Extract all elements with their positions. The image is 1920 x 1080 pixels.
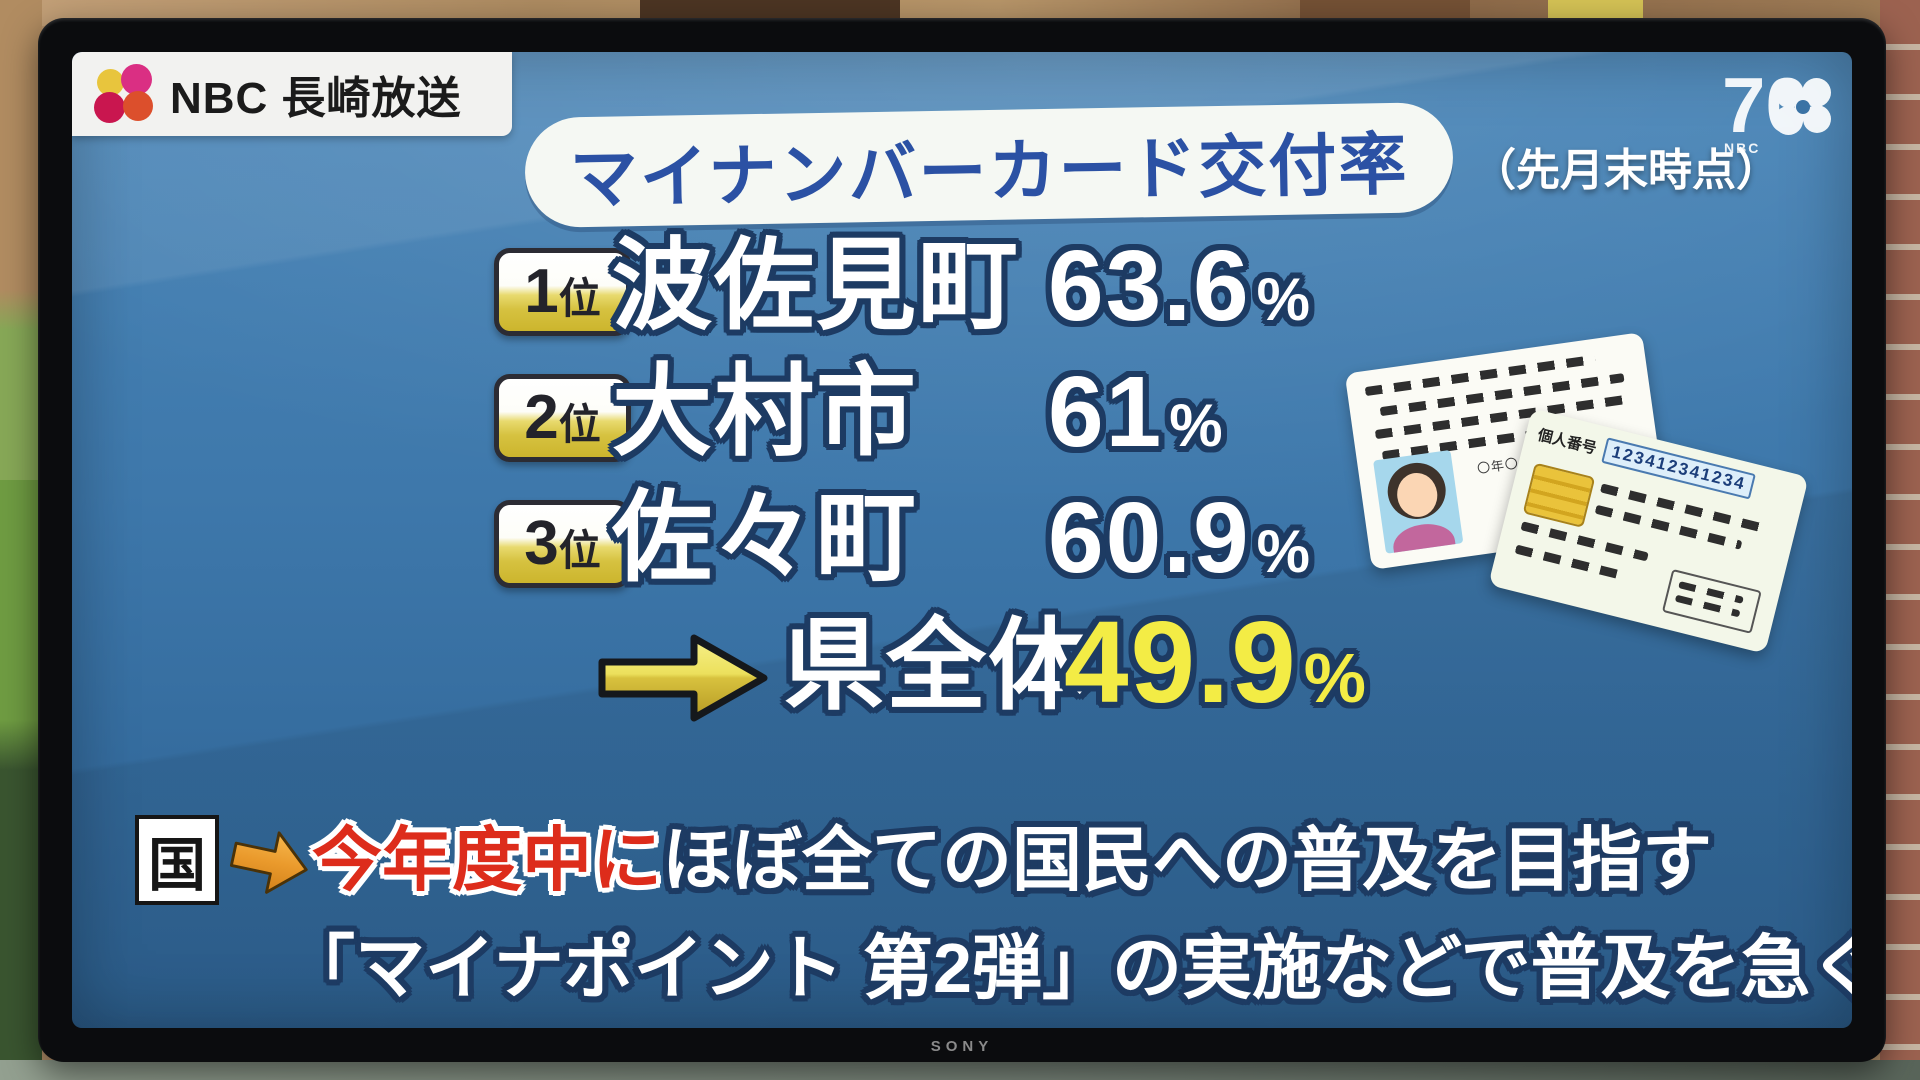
card-number-label: 個人番号 [1536,426,1599,458]
title-banner: マイナンバーカード交付率 [524,101,1454,229]
rank-badge-3: 3 位 [494,500,631,588]
studio-floor [0,1060,1920,1080]
rate-value: 63.6 % [1048,230,1310,342]
rate-value: 61 % [1048,356,1223,468]
flower-petal-orange [123,91,153,121]
studio-shelf-object-dark [640,0,900,22]
note-highlight: 今年度中に [312,821,662,899]
studio-brick-wall [1880,0,1920,1080]
nbc-flower-icon [94,64,154,124]
asof-note: （先月末時点） [1472,146,1780,195]
rate-value: 60.9 % [1048,482,1310,594]
flower-petal-red [94,92,125,123]
rank-row-2: 2 位 大村市 61 % [494,362,1594,466]
note-line-2: 「マイナポイント 第2弾」の実施などで普及を急ぐ [285,929,1852,1007]
rank-row-1: 1 位 波佐見町 63.6 % [494,236,1594,340]
mynumber-card-back-illustration: 個人番号 123412341234 [1488,408,1809,654]
studio-shelf-object-box [1300,0,1470,22]
page-title: マイナンバーカード交付率 [569,126,1410,217]
municipality-name: 波佐見町 [612,230,1020,342]
flower-petal-yellow [97,69,124,96]
studio-plant-wall [0,0,42,1080]
flower-petal-pink [121,64,152,95]
rank-badge-2: 2 位 [494,374,631,462]
total-rate-value: 49.9 % [1064,597,1367,727]
yellow-arrow-icon [598,634,768,722]
orange-arrow-icon [229,831,308,894]
subject-box-country: 国 [135,815,219,905]
tv-brand-label: SONY [930,1038,994,1055]
total-row: 県全体 49.9 % [494,604,1654,728]
ic-chip-icon [1522,462,1596,529]
tv-screen: NBC 長崎放送 70 NBC マイナンバーカード交付率 （先月末時点） 1 位 [72,52,1852,1028]
rank-row-3: 3 位 佐々町 60.9 % [494,488,1594,592]
card-photo [1373,449,1464,554]
anniversary-caption: NBC [1724,140,1761,156]
anniversary-flower-icon [1774,78,1832,136]
note-line-1: 今年度中にほぼ全ての国民への普及を目指す [312,821,1712,899]
card-barcode-box [1661,568,1762,634]
total-label: 県全体 [784,610,1090,722]
municipality-name: 大村市 [612,356,918,468]
rank-badge-1: 1 位 [494,248,631,336]
tv-frame: NBC 長崎放送 70 NBC マイナンバーカード交付率 （先月末時点） 1 位 [38,18,1886,1062]
broadcaster-name: NBC 長崎放送 [170,74,462,123]
municipality-name: 佐々町 [612,482,918,594]
anniversary-70-logo: 70 NBC [1722,60,1852,170]
studio-shelf-object-yellow [1548,0,1643,20]
broadcaster-logo-plate: NBC 長崎放送 [72,52,512,136]
